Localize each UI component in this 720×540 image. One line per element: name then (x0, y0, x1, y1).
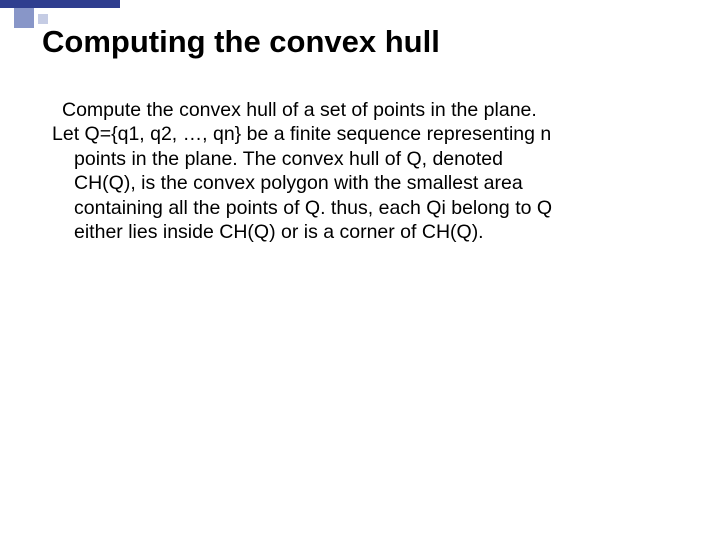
body-line-2: Let Q={q1, q2, …, qn} be a finite sequen… (52, 122, 668, 146)
body-line-3: points in the plane. The convex hull of … (74, 147, 668, 171)
body-line-4: CH(Q), is the convex polygon with the sm… (74, 171, 668, 195)
body-line-1: Compute the convex hull of a set of poin… (62, 98, 668, 122)
corner-square-big (14, 8, 34, 28)
corner-square-small (38, 14, 48, 24)
body-line-6: either lies inside CH(Q) or is a corner … (74, 220, 668, 244)
slide-title: Computing the convex hull (42, 24, 440, 60)
corner-top-bar (0, 0, 120, 8)
body-line-5: containing all the points of Q. thus, ea… (74, 196, 668, 220)
slide-body: Compute the convex hull of a set of poin… (52, 98, 668, 244)
